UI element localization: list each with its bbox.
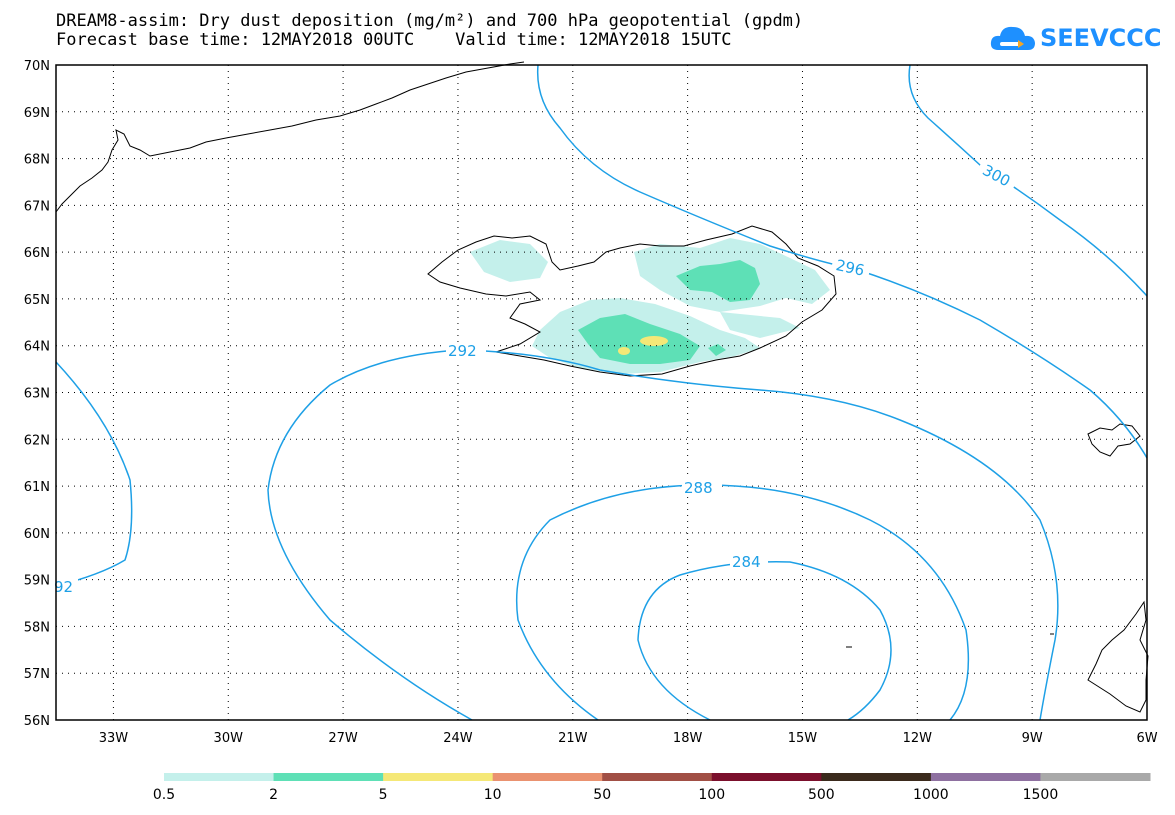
lat-label: 63N [24, 387, 50, 402]
colorbar-swatch [273, 773, 384, 781]
lat-label: 68N [24, 153, 50, 168]
greenland-coast [55, 61, 525, 213]
colorbar-label: 2 [269, 787, 279, 803]
lat-label: 65N [24, 293, 50, 308]
contour-labels: 300 296 292 288 284 92 [54, 158, 1019, 596]
lat-label: 66N [24, 246, 50, 261]
dust-area-high-1 [640, 336, 668, 346]
lat-label: 61N [24, 480, 50, 495]
contour-label-292-partial: 92 [54, 578, 73, 596]
colorbar-swatch [930, 773, 1041, 781]
coastlines [55, 61, 1149, 713]
colorbar-label: 10 [483, 787, 502, 803]
dust-area-mid-east [676, 260, 760, 302]
lon-label: 6W [1136, 731, 1157, 746]
contour-296 [536, 64, 1148, 459]
map-subtitle: Forecast base time: 12MAY2018 00UTC Vali… [56, 30, 732, 50]
dust-area-low-west [470, 240, 548, 282]
seevccc-logo: SEEVCCC [988, 18, 1162, 58]
colorbar-label: 50 [593, 787, 612, 803]
colorbar-swatch [492, 773, 603, 781]
colorbar-label: 100 [698, 787, 726, 803]
lat-label: 56N [24, 714, 50, 729]
lon-label: 15W [788, 731, 818, 746]
dust-area-low-mid [720, 312, 800, 338]
contour-300 [908, 64, 1148, 297]
lon-label: 24W [443, 731, 473, 746]
colorbar-label: 1000 [913, 787, 949, 803]
lon-label: 30W [214, 731, 244, 746]
scotland-coast [1087, 600, 1149, 713]
colorbar-swatch [711, 773, 822, 781]
dust-area-high-2 [618, 347, 630, 355]
colorbar-swatch [1040, 773, 1151, 781]
lat-label: 67N [24, 199, 50, 214]
logo-text: SEEVCCC [1040, 24, 1162, 52]
faroe-islands [1087, 423, 1141, 457]
colorbar-swatch [602, 773, 713, 781]
contour-label-296: 296 [834, 256, 866, 280]
dust-deposition-layer [470, 238, 830, 374]
iceland-coast [427, 225, 837, 377]
colorbar-swatch [164, 773, 275, 781]
cloud-icon [990, 26, 1035, 50]
colorbar-label: 0.5 [152, 787, 176, 803]
lon-label: 27W [328, 731, 358, 746]
lon-label: 18W [673, 731, 703, 746]
colorbar [164, 773, 1151, 781]
lat-label: 57N [24, 667, 50, 682]
dust-area-mid-south [578, 314, 700, 364]
lon-label: 12W [903, 731, 933, 746]
colorbar-swatch [383, 773, 494, 781]
lat-label: 70N [24, 59, 50, 74]
colorbar-swatch [821, 773, 932, 781]
lat-label: 59N [24, 574, 50, 589]
map-frame [55, 64, 1148, 721]
colorbar-label: 1500 [1022, 787, 1059, 803]
latitude-labels: 70N 69N 68N 67N 66N 65N 64N 63N 62N 61N 60N 59N 58N 5… [24, 59, 50, 729]
contour-288 [515, 484, 970, 721]
lon-label: 9W [1022, 731, 1043, 746]
contour-292 [55, 349, 1059, 721]
lat-label: 60N [24, 527, 50, 542]
lon-label: 33W [99, 731, 129, 746]
lat-label: 58N [24, 620, 50, 635]
contour-284 [637, 561, 892, 721]
map-title: DREAM8-assim: Dry dust deposition (mg/m²… [56, 11, 804, 31]
contour-label-284: 284 [732, 553, 761, 571]
contour-label-288: 288 [684, 479, 713, 497]
lat-label: 62N [24, 433, 50, 448]
lat-label: 64N [24, 340, 50, 355]
lat-label: 69N [24, 106, 50, 121]
colorbar-label: 500 [807, 787, 835, 803]
contour-label-292: 292 [448, 342, 477, 360]
lon-label: 21W [558, 731, 588, 746]
colorbar-label: 5 [378, 787, 388, 803]
longitude-labels: 33W 30W 27W 24W 21W 18W 15W 12W 9W 6W [99, 731, 1158, 746]
dust-area-mid-small [708, 344, 726, 356]
